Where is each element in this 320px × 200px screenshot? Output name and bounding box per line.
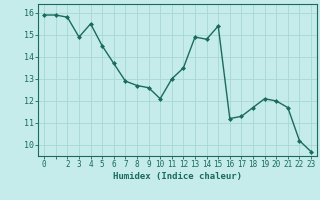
X-axis label: Humidex (Indice chaleur): Humidex (Indice chaleur) xyxy=(113,172,242,181)
